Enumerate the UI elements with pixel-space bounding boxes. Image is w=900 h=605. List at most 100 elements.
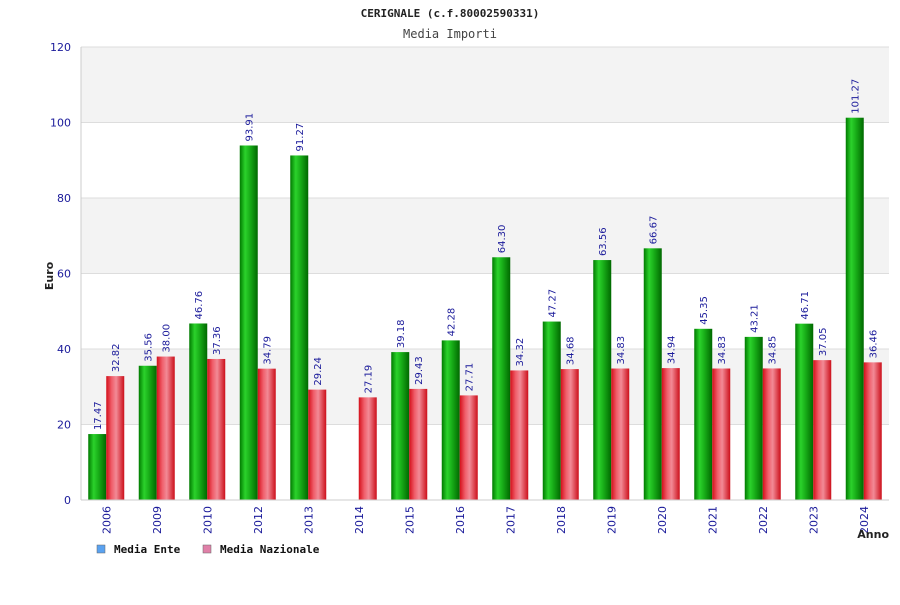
data-label: 34.94 [667, 335, 678, 364]
bar-media-ente [138, 365, 157, 500]
data-label: 35.56 [144, 333, 155, 362]
bar-media-nazionale [762, 368, 781, 500]
data-label: 39.18 [396, 319, 407, 348]
plot-band [81, 198, 889, 274]
bar-media-nazionale [661, 368, 680, 500]
plot-band [81, 122, 889, 198]
bar-media-ente [845, 117, 864, 500]
bar-media-ente [391, 352, 410, 500]
data-label: 34.83 [616, 336, 627, 365]
data-label: 63.56 [598, 227, 609, 256]
data-label: 36.46 [869, 330, 880, 359]
x-tick-label: 2014 [353, 506, 366, 534]
bar-media-ente [643, 248, 662, 500]
bar-media-ente [239, 145, 258, 500]
x-tick-label: 2017 [504, 506, 517, 534]
y-axis-label: Euro [43, 261, 56, 290]
data-label: 45.35 [699, 296, 710, 325]
data-label: 91.27 [295, 123, 306, 152]
bar-media-nazionale [863, 362, 882, 500]
chart-subtitle: Media Importi [403, 27, 497, 41]
legend-swatch [96, 544, 106, 554]
bar-media-nazionale [106, 376, 125, 500]
data-label: 34.32 [515, 338, 526, 367]
x-tick-label: 2019 [605, 506, 618, 534]
bars [88, 117, 882, 500]
y-tick-label: 80 [57, 192, 71, 205]
bar-media-ente [744, 336, 763, 500]
bar-media-ente [593, 260, 612, 500]
x-tick-label: 2009 [151, 506, 164, 534]
data-label: 46.76 [194, 291, 205, 320]
bar-media-ente [441, 340, 460, 500]
bar-media-nazionale [813, 360, 832, 500]
x-tick-label: 2018 [555, 506, 568, 534]
x-tick-label: 2021 [706, 506, 719, 534]
bar-media-nazionale [409, 388, 428, 500]
data-label: 43.21 [750, 304, 761, 333]
x-tick-label: 2010 [201, 506, 214, 534]
y-tick-label: 0 [64, 494, 71, 507]
bar-media-nazionale [207, 358, 226, 500]
data-label: 38.00 [162, 324, 173, 353]
legend-label: Media Ente [114, 543, 181, 556]
x-tick-label: 2020 [656, 506, 669, 534]
x-tick-label: 2006 [100, 506, 113, 534]
bar-media-nazionale [358, 397, 377, 500]
bar-media-ente [290, 155, 309, 500]
data-label: 101.27 [851, 79, 862, 114]
data-label: 29.43 [414, 356, 425, 385]
x-tick-label: 2012 [252, 506, 265, 534]
data-label: 47.27 [548, 289, 559, 318]
y-tick-label: 20 [57, 419, 71, 432]
x-tick-label: 2015 [403, 506, 416, 534]
data-label: 34.85 [768, 336, 779, 365]
bar-media-nazionale [156, 356, 175, 500]
bar-media-nazionale [560, 369, 579, 500]
data-label: 93.91 [245, 113, 256, 142]
data-label: 42.28 [447, 308, 458, 337]
bar-media-ente [189, 323, 208, 500]
data-label: 29.24 [313, 357, 324, 386]
data-label: 32.82 [111, 343, 122, 372]
y-tick-label: 60 [57, 268, 71, 281]
plot-band [81, 273, 889, 349]
bar-media-ente [795, 323, 814, 500]
data-label: 34.68 [566, 336, 577, 365]
data-label: 27.19 [364, 365, 375, 394]
data-label: 17.47 [93, 401, 104, 430]
x-tick-label: 2023 [807, 506, 820, 534]
y-tick-label: 120 [50, 41, 71, 54]
bar-media-ente [88, 434, 107, 500]
bar-media-ente [694, 328, 713, 500]
x-tick-label: 2022 [757, 506, 770, 534]
data-labels: 17.47 32.82 35.56 38.00 46.76 37.36 93.91 34.79… [93, 79, 880, 430]
data-label: 66.67 [649, 216, 660, 245]
y-tick-label: 100 [50, 117, 71, 130]
bar-media-nazionale [308, 389, 327, 500]
legend: Media Ente Media Nazionale [96, 543, 320, 556]
bar-media-nazionale [459, 395, 478, 500]
data-label: 34.79 [263, 336, 274, 365]
axes: 0 20 40 60 80 100 120 2006 2009 2010 2012 2013 2014 2… [50, 41, 889, 534]
x-tick-label: 2013 [302, 506, 315, 534]
data-label: 27.71 [465, 363, 476, 392]
legend-label: Media Nazionale [220, 543, 320, 556]
bar-media-nazionale [712, 368, 731, 500]
x-tick-label: 2016 [454, 506, 467, 534]
data-label: 37.36 [212, 326, 223, 355]
plot-band [81, 47, 889, 123]
chart-title: CERIGNALE (c.f.80002590331) [361, 7, 540, 20]
data-label: 34.83 [717, 336, 728, 365]
x-axis-label: Anno [857, 528, 889, 541]
x-tick-label: 2024 [858, 506, 871, 534]
data-label: 64.30 [497, 225, 508, 254]
y-tick-label: 40 [57, 343, 71, 356]
data-label: 37.05 [818, 327, 829, 356]
bar-media-nazionale [611, 368, 630, 500]
data-label: 46.71 [800, 291, 811, 320]
bar-media-ente [542, 321, 561, 500]
bar-media-nazionale [510, 370, 529, 500]
bar-media-ente [492, 257, 511, 500]
